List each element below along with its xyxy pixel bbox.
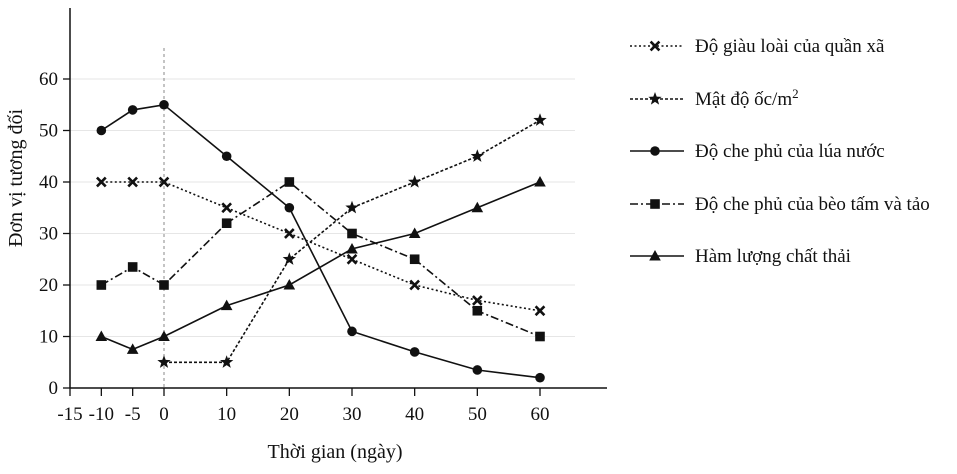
x-tick-label: 10 bbox=[217, 404, 236, 425]
legend-marker bbox=[649, 250, 661, 261]
axes bbox=[69, 8, 607, 389]
data-point bbox=[408, 227, 421, 238]
data-point bbox=[408, 175, 422, 188]
data-point bbox=[159, 280, 169, 290]
y-tick-label: 20 bbox=[39, 275, 58, 296]
data-point bbox=[535, 372, 545, 383]
series-0 bbox=[96, 176, 546, 317]
data-point bbox=[96, 280, 107, 290]
data-point bbox=[95, 330, 108, 341]
x-axis-ticks: -15 -10 -5 0 10 20 30 40 50 60 bbox=[57, 388, 550, 425]
data-point bbox=[534, 176, 546, 187]
legend-entry-0: Độ giàu loài của quần xã bbox=[630, 36, 885, 57]
legend-label: Độ giàu loài của quần xã bbox=[695, 36, 885, 57]
series-line bbox=[164, 119, 541, 364]
y-tick-label: 50 bbox=[39, 121, 58, 142]
data-point bbox=[534, 305, 546, 317]
data-point bbox=[221, 202, 232, 214]
data-point bbox=[409, 254, 420, 265]
data-point bbox=[127, 105, 138, 115]
legend-entry-1: Mật độ ốc/m2 bbox=[630, 86, 799, 111]
data-point bbox=[96, 176, 107, 188]
legend-entry-3: Độ che phủ của bèo tấm và tảo bbox=[630, 194, 930, 215]
data-point bbox=[284, 177, 295, 187]
legend-label: Độ che phủ của lúa nước bbox=[695, 141, 885, 162]
x-tick-label: 60 bbox=[531, 404, 550, 425]
data-point bbox=[409, 279, 420, 291]
series-4 bbox=[95, 176, 546, 354]
data-point bbox=[220, 299, 233, 311]
data-point bbox=[221, 151, 232, 162]
y-tick-label: 30 bbox=[39, 224, 58, 245]
data-point bbox=[347, 326, 357, 337]
y-tick-label: 10 bbox=[39, 327, 58, 348]
data-point bbox=[347, 228, 357, 239]
data-point bbox=[284, 228, 295, 239]
legend-label: Độ che phủ của bèo tấm và tảo bbox=[695, 194, 930, 215]
data-point bbox=[127, 176, 138, 188]
data-point bbox=[346, 253, 358, 265]
x-axis-label: Thời gian (ngày) bbox=[268, 441, 403, 463]
data-point bbox=[345, 200, 359, 214]
series-1 bbox=[157, 113, 547, 368]
data-point bbox=[472, 365, 483, 375]
data-point bbox=[158, 176, 170, 188]
legend-label: Hàm lượng chất thải bbox=[695, 246, 851, 267]
legend-marker bbox=[650, 199, 660, 209]
x-tick-label: 50 bbox=[468, 404, 487, 425]
data-point bbox=[472, 305, 483, 316]
data-point bbox=[283, 279, 296, 290]
data-point bbox=[159, 99, 169, 110]
data-point bbox=[472, 295, 483, 306]
data-point bbox=[96, 125, 107, 136]
data-point bbox=[284, 202, 295, 213]
x-tick-label: 30 bbox=[343, 404, 362, 425]
data-point bbox=[158, 330, 170, 341]
series-2 bbox=[96, 99, 545, 383]
x-tick-label: -5 bbox=[125, 404, 141, 425]
series-3 bbox=[96, 177, 545, 342]
data-point bbox=[470, 149, 484, 162]
data-point bbox=[282, 252, 296, 265]
legend-entry-2: Độ che phủ của lúa nước bbox=[630, 141, 885, 162]
y-tick-label: 0 bbox=[49, 378, 59, 399]
grid bbox=[70, 78, 575, 337]
legend-label-superscript: 2 bbox=[792, 86, 799, 101]
series-line bbox=[101, 181, 541, 312]
series-group bbox=[95, 99, 547, 383]
legend: Độ giàu loài của quần xã Mật độ ốc/m2 Độ c… bbox=[630, 36, 930, 267]
legend-marker bbox=[650, 146, 660, 156]
x-tick-label: -10 bbox=[89, 404, 114, 425]
data-point bbox=[157, 355, 171, 368]
data-point bbox=[409, 347, 420, 357]
legend-marker bbox=[648, 92, 662, 105]
legend-marker bbox=[649, 40, 661, 52]
data-point bbox=[127, 262, 138, 272]
legend-entry-4: Hàm lượng chất thải bbox=[630, 246, 851, 267]
y-axis-label: Đơn vị tương đối bbox=[5, 109, 27, 248]
y-tick-label: 40 bbox=[39, 172, 58, 193]
y-axis-ticks: 0 10 20 30 40 50 60 bbox=[39, 69, 70, 399]
data-point bbox=[220, 355, 234, 368]
x-tick-label: 40 bbox=[405, 404, 424, 425]
data-point bbox=[535, 331, 545, 342]
y-tick-label: 60 bbox=[39, 69, 58, 90]
x-tick-label: -15 bbox=[57, 404, 82, 425]
data-point bbox=[346, 242, 358, 254]
data-point bbox=[126, 343, 139, 354]
data-point bbox=[533, 113, 547, 126]
x-tick-label: 0 bbox=[159, 404, 169, 425]
legend-label: Mật độ ốc/m2 bbox=[695, 86, 799, 111]
x-tick-label: 20 bbox=[280, 404, 299, 425]
data-point bbox=[471, 201, 484, 213]
data-point bbox=[221, 218, 232, 228]
